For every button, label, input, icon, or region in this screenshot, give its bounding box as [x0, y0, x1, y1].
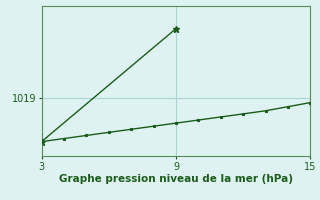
X-axis label: Graphe pression niveau de la mer (hPa): Graphe pression niveau de la mer (hPa): [59, 174, 293, 184]
